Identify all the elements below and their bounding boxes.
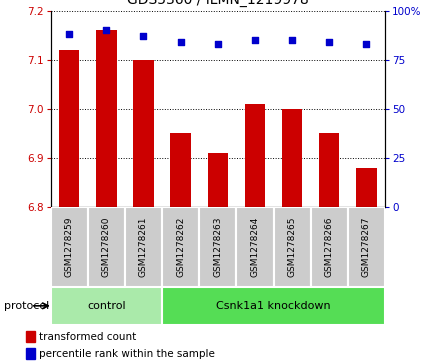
Point	[140, 33, 147, 39]
Text: GSM1278262: GSM1278262	[176, 217, 185, 277]
Bar	[133, 60, 154, 207]
Bar	[88, 207, 125, 287]
Point	[251, 37, 258, 43]
Bar	[162, 287, 385, 325]
Text: GSM1278266: GSM1278266	[325, 217, 334, 277]
Bar	[26, 348, 35, 359]
Text: GSM1278261: GSM1278261	[139, 217, 148, 277]
Text: protocol: protocol	[4, 301, 50, 311]
Bar	[356, 168, 377, 207]
Text: GSM1278264: GSM1278264	[250, 217, 260, 277]
Bar	[26, 331, 35, 342]
Text: GSM1278259: GSM1278259	[65, 217, 73, 277]
Point	[66, 32, 73, 37]
Text: transformed count: transformed count	[39, 331, 136, 342]
Bar	[59, 50, 79, 207]
Bar	[282, 109, 302, 207]
Bar	[311, 207, 348, 287]
Text: GSM1278267: GSM1278267	[362, 217, 371, 277]
Point	[214, 41, 221, 47]
Bar	[245, 104, 265, 207]
Title: GDS5360 / ILMN_1219978: GDS5360 / ILMN_1219978	[127, 0, 309, 7]
Text: Csnk1a1 knockdown: Csnk1a1 knockdown	[216, 301, 331, 311]
Bar	[274, 207, 311, 287]
Point	[289, 37, 296, 43]
Bar	[51, 207, 88, 287]
Bar	[236, 207, 274, 287]
Text: control: control	[87, 301, 126, 311]
Text: GSM1278265: GSM1278265	[288, 217, 297, 277]
Bar	[162, 207, 199, 287]
Bar	[125, 207, 162, 287]
Text: GSM1278263: GSM1278263	[213, 217, 222, 277]
Bar	[51, 287, 162, 325]
Point	[177, 39, 184, 45]
Bar	[170, 134, 191, 207]
Text: GSM1278260: GSM1278260	[102, 217, 111, 277]
Bar	[348, 207, 385, 287]
Bar	[199, 207, 236, 287]
Bar	[319, 134, 340, 207]
Text: percentile rank within the sample: percentile rank within the sample	[39, 349, 215, 359]
Point	[103, 28, 110, 33]
Point	[363, 41, 370, 47]
Bar	[96, 30, 117, 207]
Bar	[208, 153, 228, 207]
Point	[326, 39, 333, 45]
